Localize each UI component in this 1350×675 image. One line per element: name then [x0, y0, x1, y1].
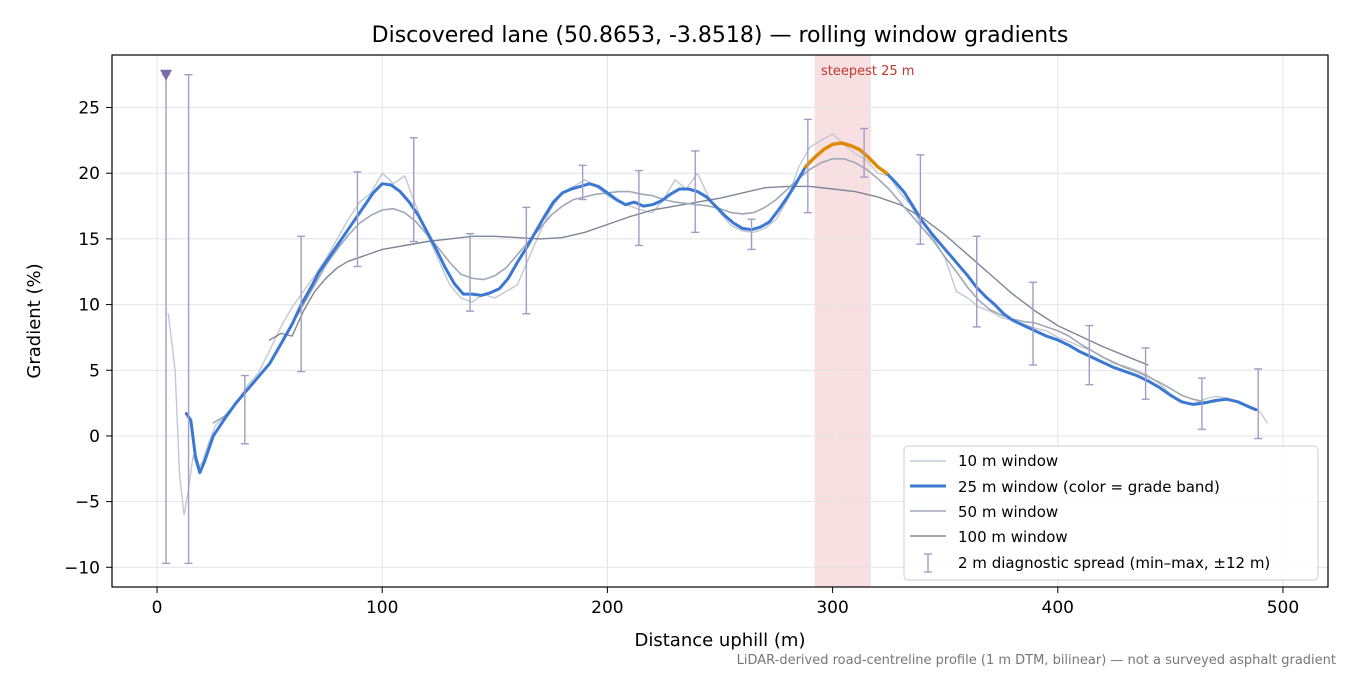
plot-frame	[111, 54, 1329, 588]
y-axis-label: Gradient (%)	[24, 263, 45, 378]
error-bar	[916, 154, 925, 245]
legend-label-100m: 100 m window	[958, 528, 1068, 546]
footnote: LiDAR-derived road-centreline profile (1…	[737, 653, 1336, 668]
error-bar	[803, 118, 812, 214]
x-axis-label: Distance uphill (m)	[635, 630, 806, 651]
y-axis-ticks: −10 −5 0 5 10 15 20 25	[64, 99, 112, 578]
y-tick-label: −10	[64, 558, 100, 578]
error-bar	[409, 137, 418, 243]
highlight-label: steepest 25 m	[821, 64, 914, 79]
x-axis-ticks: 0 100 200 300 400 500	[152, 587, 1299, 618]
legend-label-25m: 25 m window (color = grade band)	[958, 478, 1220, 496]
error-bar	[1197, 377, 1206, 431]
x-tick-label: 0	[152, 598, 163, 618]
x-tick-label: 200	[591, 598, 623, 618]
series-line-50m	[212, 158, 1217, 424]
y-tick-label: −5	[75, 493, 100, 513]
y-tick-label: 0	[89, 427, 100, 447]
series-line-25m	[184, 141, 1258, 475]
chart-title: Discovered lane (50.8653, -3.8518) — rol…	[372, 23, 1069, 48]
x-tick-label: 500	[1267, 598, 1299, 618]
legend: 10 m window 25 m window (color = grade b…	[903, 445, 1319, 581]
x-tick-label: 300	[816, 598, 848, 618]
legend-swatch-errorbar	[924, 553, 932, 573]
error-bar	[1141, 347, 1150, 400]
legend-label-errorbar: 2 m diagnostic spread (min–max, ±12 m)	[958, 554, 1270, 572]
error-bar	[747, 218, 756, 251]
error-bar	[578, 164, 587, 201]
highlight-layer	[814, 55, 871, 587]
error-bar	[184, 74, 193, 565]
error-bar	[1085, 324, 1094, 386]
error-bar	[466, 232, 475, 312]
error-bar	[972, 235, 981, 328]
legend-label-50m: 50 m window	[958, 503, 1058, 521]
y-tick-label: 25	[78, 99, 100, 119]
marker-layer	[160, 69, 173, 81]
x-tick-label: 400	[1042, 598, 1074, 618]
error-bar	[691, 150, 700, 234]
error-bar	[353, 171, 362, 268]
y-tick-label: 20	[78, 164, 100, 184]
plot-area	[111, 54, 1329, 588]
error-bar	[1254, 368, 1263, 440]
error-bar	[297, 235, 306, 373]
legend-box	[903, 445, 1319, 581]
y-tick-label: 5	[89, 361, 100, 381]
errorbar-layer	[162, 74, 1263, 565]
series-layer	[167, 133, 1268, 516]
error-bar	[860, 127, 869, 178]
steepest-highlight-band	[814, 55, 871, 587]
series-line-25m-steep-band	[803, 141, 889, 175]
error-bar	[522, 206, 531, 315]
x-tick-label: 100	[366, 598, 398, 618]
series-line-100m	[268, 185, 1149, 366]
y-tick-label: 10	[78, 296, 100, 316]
error-bar	[634, 169, 643, 247]
series-line-10m	[167, 133, 1268, 516]
clipped-marker-triangle	[160, 69, 173, 81]
error-bar	[1029, 281, 1038, 366]
error-bar	[240, 374, 249, 445]
legend-label-10m: 10 m window	[958, 452, 1058, 470]
y-tick-label: 15	[78, 230, 100, 250]
